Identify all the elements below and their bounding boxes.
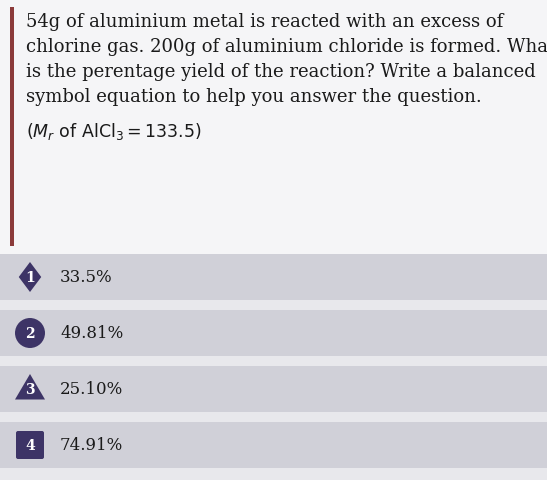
Text: 25.10%: 25.10% [60, 381, 123, 397]
Text: symbol equation to help you answer the question.: symbol equation to help you answer the q… [26, 88, 482, 106]
Text: 4: 4 [25, 438, 35, 452]
Text: 2: 2 [25, 326, 35, 340]
Text: 74.91%: 74.91% [60, 437, 123, 454]
Bar [0, 0, 547, 254]
Text: 1: 1 [25, 270, 35, 285]
Circle shape [15, 318, 45, 348]
Polygon shape [15, 374, 45, 400]
Bar [0, 366, 547, 412]
Bar [0, 311, 547, 356]
Text: chlorine gas. 200g of aluminium chloride is formed. What: chlorine gas. 200g of aluminium chloride… [26, 38, 547, 56]
Bar [0, 254, 547, 300]
Text: $(M_r\ \mathrm{of\ AlCl_3} = 133.5)$: $(M_r\ \mathrm{of\ AlCl_3} = 133.5)$ [26, 121, 202, 142]
Text: 49.81%: 49.81% [60, 325, 123, 342]
Text: 3: 3 [25, 382, 35, 396]
Bar [0, 422, 547, 468]
Text: 54g of aluminium metal is reacted with an excess of: 54g of aluminium metal is reacted with a… [26, 13, 503, 31]
FancyBboxPatch shape [16, 431, 44, 459]
Bar [10, 8, 14, 247]
Polygon shape [19, 263, 41, 292]
Text: 33.5%: 33.5% [60, 269, 113, 286]
Text: is the perentage yield of the reaction? Write a balanced: is the perentage yield of the reaction? … [26, 63, 536, 81]
